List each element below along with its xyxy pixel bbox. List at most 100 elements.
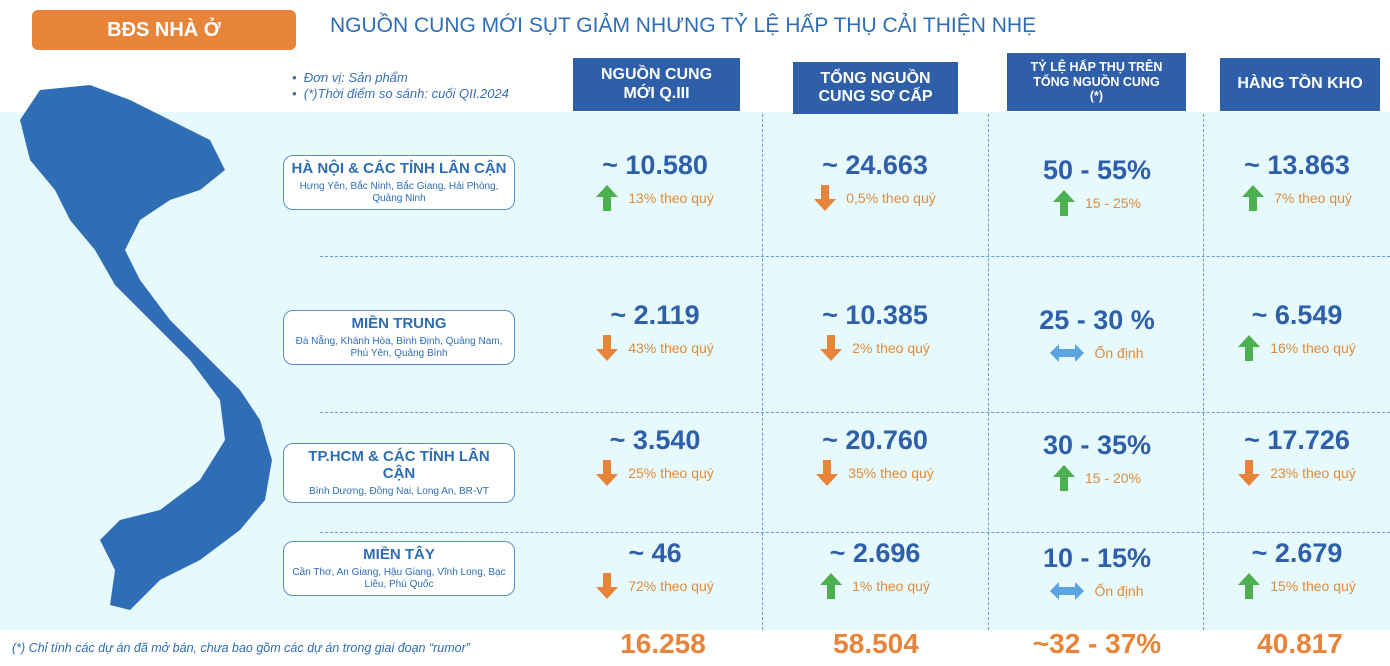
header-absorption: TỶ LỆ HẤP THỤ TRÊN TỔNG NGUỒN CUNG (*) (1007, 53, 1186, 111)
header-new-supply: NGUỒN CUNG MỚI Q.III (573, 58, 740, 111)
change-text: 2% theo quý (852, 340, 930, 356)
down-arrow-icon (816, 460, 839, 486)
change-text: 16% theo quý (1270, 340, 1356, 356)
down-arrow-icon (596, 335, 619, 361)
metric-cell: ~ 10.580 13% theo quý (555, 150, 755, 211)
change-text: 15 - 20% (1084, 470, 1142, 486)
up-arrow-icon (1238, 573, 1261, 599)
stable-arrow-icon (1050, 582, 1085, 600)
metric-value: 10 - 15% (1042, 543, 1152, 573)
metric-change: 43% theo quý (555, 335, 755, 361)
change-text: 72% theo quý (628, 578, 714, 594)
metric-change: 23% theo quý (1197, 460, 1390, 486)
change-text: Ổn định (1094, 345, 1144, 361)
metric-value: ~ 10.385 (822, 300, 928, 330)
metric-change: 7% theo quý (1197, 185, 1390, 211)
down-arrow-icon (814, 185, 837, 211)
up-arrow-icon (820, 573, 843, 599)
change-text: 15% theo quý (1270, 578, 1356, 594)
metric-change: Ổn định (997, 578, 1197, 604)
metric-cell: 10 - 15% Ổn định (997, 543, 1197, 604)
metric-cell: ~ 2.679 15% theo quý (1197, 538, 1390, 599)
change-text: 23% theo quý (1270, 465, 1356, 481)
stable-arrow-icon (1050, 344, 1085, 362)
region-label: TP.HCM & CÁC TỈNH LÂN CẬN Bình Dương, Đồn… (283, 443, 515, 503)
metric-cell: 50 - 55% 15 - 25% (997, 155, 1197, 216)
total-new-supply: 16.258 (620, 628, 706, 659)
down-arrow-icon (820, 335, 843, 361)
region-name: HÀ NỘI & CÁC TỈNH LÂN CẬN (291, 160, 507, 177)
metric-cell: 25 - 30 % Ổn định (997, 305, 1197, 366)
region-label: HÀ NỘI & CÁC TỈNH LÂN CẬN Hưng Yên, Bắc N… (283, 155, 515, 210)
metric-cell: ~ 10.385 2% theo quý (775, 300, 975, 361)
total-inventory: 40.817 (1257, 628, 1343, 659)
vietnam-map (20, 85, 272, 610)
metric-change: 25% theo quý (555, 460, 755, 486)
region-name: TP.HCM & CÁC TỈNH LÂN CẬN (308, 448, 490, 482)
region-provinces: Đà Nẵng, Khánh Hòa, Bình Định, Quảng Nam… (295, 336, 503, 359)
up-arrow-icon (1052, 465, 1075, 491)
metric-cell: ~ 2.119 43% theo quý (555, 300, 755, 361)
region-label: MIỀN TÂY Cần Thơ, An Giang, Hậu Giang, Vĩ… (283, 541, 515, 596)
divider (988, 114, 989, 630)
header-total-supply: TỔNG NGUỒN CUNG SƠ CẤP (793, 62, 958, 114)
metric-change: 2% theo quý (775, 335, 975, 361)
footnote: (*) Chỉ tính các dự án đã mở bán, chưa b… (12, 641, 470, 655)
down-arrow-icon (596, 460, 619, 486)
metric-value: ~ 46 (628, 538, 682, 568)
metric-value: ~ 24.663 (822, 150, 928, 180)
up-arrow-icon (1052, 190, 1075, 216)
region-name: MIỀN TRUNG (351, 315, 447, 332)
region-name: MIỀN TÂY (363, 546, 435, 563)
change-text: 1% theo quý (852, 578, 930, 594)
up-arrow-icon (596, 185, 619, 211)
metric-value: ~ 6.549 (1251, 300, 1343, 330)
metric-value: ~ 3.540 (609, 425, 701, 455)
metric-cell: ~ 46 72% theo quý (555, 538, 755, 599)
metric-change: 1% theo quý (775, 573, 975, 599)
section-tag: BĐS NHÀ Ở (32, 10, 296, 50)
metric-change: 0,5% theo quý (775, 185, 975, 211)
change-text: 25% theo quý (628, 465, 714, 481)
region-provinces: Cần Thơ, An Giang, Hậu Giang, Vĩnh Long,… (292, 567, 506, 590)
divider (320, 532, 1390, 533)
metric-change: 15 - 25% (997, 190, 1197, 216)
metric-change: 35% theo quý (775, 460, 975, 486)
down-arrow-icon (1238, 460, 1261, 486)
metric-change: 16% theo quý (1197, 335, 1390, 361)
metric-value: ~ 17.726 (1244, 425, 1350, 455)
total-primary-supply: 58.504 (833, 628, 919, 659)
metric-cell: ~ 6.549 16% theo quý (1197, 300, 1390, 361)
metric-value: ~ 2.679 (1251, 538, 1343, 568)
metric-cell: ~ 17.726 23% theo quý (1197, 425, 1390, 486)
change-text: Ổn định (1094, 583, 1144, 599)
note-compare: • (*)Thời điểm so sánh: cuối QII.2024 (292, 86, 509, 101)
down-arrow-icon (596, 573, 619, 599)
metric-change: 13% theo quý (555, 185, 755, 211)
region-provinces: Hưng Yên, Bắc Ninh, Bắc Giang, Hải Phòng… (299, 181, 499, 204)
metric-value: 30 - 35% (1042, 430, 1152, 460)
header-inventory: HÀNG TỒN KHO (1220, 58, 1380, 111)
change-text: 15 - 25% (1084, 195, 1142, 211)
metric-value: 25 - 30 % (1039, 305, 1155, 335)
change-text: 35% theo quý (848, 465, 934, 481)
metric-cell: ~ 3.540 25% theo quý (555, 425, 755, 486)
page-title: NGUỒN CUNG MỚI SỤT GIẢM NHƯNG TỶ LỆ HẤP … (330, 14, 1037, 37)
divider (762, 114, 763, 630)
divider (320, 412, 1390, 413)
metric-value: ~ 2.696 (829, 538, 921, 568)
metric-value: ~ 10.580 (602, 150, 708, 180)
metric-cell: 30 - 35% 15 - 20% (997, 430, 1197, 491)
up-arrow-icon (1238, 335, 1261, 361)
metric-cell: ~ 20.760 35% theo quý (775, 425, 975, 486)
region-label: MIỀN TRUNG Đà Nẵng, Khánh Hòa, Bình Định,… (283, 310, 515, 365)
divider (320, 256, 1390, 257)
change-text: 0,5% theo quý (846, 190, 936, 206)
metric-cell: ~ 2.696 1% theo quý (775, 538, 975, 599)
change-text: 43% theo quý (628, 340, 714, 356)
note-unit: • Đơn vị: Sản phẩm (292, 70, 408, 85)
region-provinces: Bình Dương, Đồng Nai, Long An, BR-VT (308, 486, 489, 497)
divider (1203, 114, 1204, 630)
metric-value: ~ 13.863 (1244, 150, 1350, 180)
metric-cell: ~ 24.663 0,5% theo quý (775, 150, 975, 211)
